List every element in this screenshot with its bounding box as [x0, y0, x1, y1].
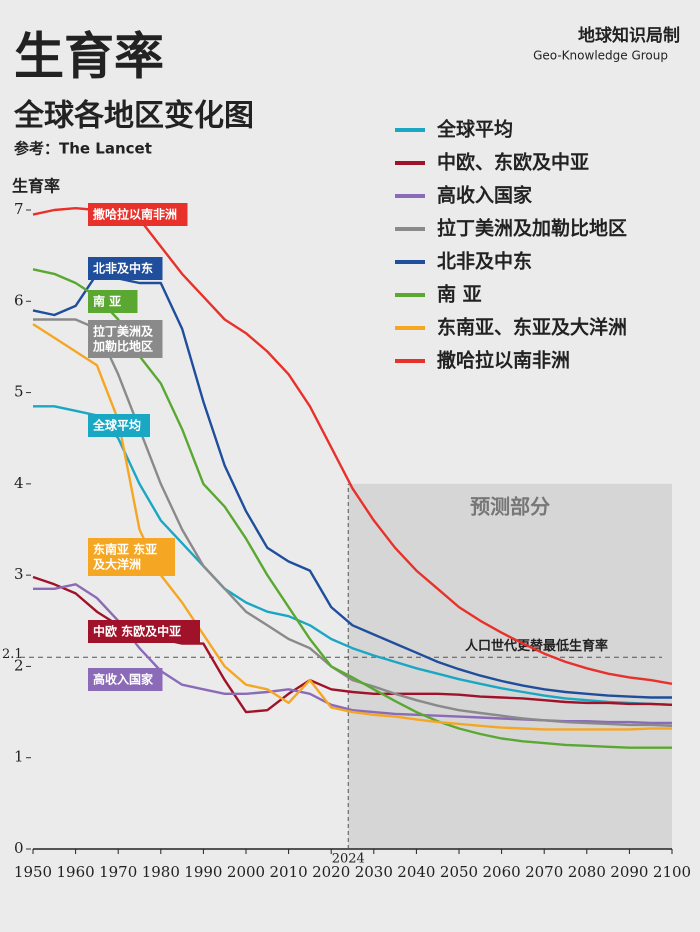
series-tag-box: [88, 290, 138, 313]
x-tick-label: 2010: [270, 863, 308, 881]
x-tick-label: 2080: [568, 863, 606, 881]
series-tag: 高收入国家: [93, 672, 154, 687]
x-tick-label: 2020: [312, 863, 350, 881]
series-tag: 加勒比地区: [92, 339, 153, 354]
x-tick-label: 1950: [14, 863, 52, 881]
series-tag: 全球平均: [92, 418, 141, 433]
series-line: [33, 405, 673, 706]
forecast-region: [348, 483, 672, 849]
brand-en: Geo-Knowledge Group: [533, 49, 668, 63]
y-tick-label: 3: [14, 565, 24, 583]
x-tick-label: 2040: [397, 863, 435, 881]
series-tag-box: [88, 538, 175, 576]
x-tick-label: 1990: [184, 863, 222, 881]
series-tag-box: [88, 320, 163, 358]
legend-label: 全球平均: [436, 118, 513, 141]
series-tag-box: [88, 668, 163, 691]
legend-label: 中欧、东欧及中亚: [437, 151, 589, 174]
forecast-label: 预测部分: [470, 494, 550, 518]
x-tick-label: 2060: [483, 863, 521, 881]
series-tag: 东南亚 东亚: [93, 542, 157, 557]
replacement-tick-label: 2.1: [2, 647, 23, 662]
series-tag: 中欧 东欧及中亚: [93, 624, 181, 639]
series-tag: 撒哈拉以南非洲: [93, 207, 177, 222]
y-tick-label: 2: [14, 656, 24, 674]
x-tick-label: 2090: [610, 863, 648, 881]
chart-title: 生育率: [14, 28, 164, 86]
x-tick-label: 2000: [227, 863, 265, 881]
x-tick-label: 1970: [99, 863, 137, 881]
legend-label: 高收入国家: [437, 184, 533, 207]
series-tag: 南 亚: [93, 294, 121, 309]
y-axis-title: 生育率: [12, 177, 60, 196]
x-tick-label: 2070: [525, 863, 563, 881]
series-tag-box: [88, 257, 163, 280]
series-line: [32, 272, 672, 699]
series-tag-box: [88, 620, 200, 643]
series-tag: 拉丁美洲及: [93, 324, 154, 339]
y-tick-label: 5: [14, 383, 24, 401]
y-tick-label: 1: [14, 748, 24, 766]
series-tag: 北非及中东: [93, 261, 153, 276]
series-line: [32, 323, 672, 731]
series-tag-box: [88, 203, 188, 226]
legend-label: 东南亚、东亚及大洋洲: [437, 316, 627, 339]
replacement-label: 人口世代更替最低生育率: [465, 638, 608, 654]
y-tick-label: 7: [14, 200, 24, 218]
series-tag: 及大洋洲: [93, 557, 141, 572]
x-tick-label: 1960: [57, 863, 95, 881]
source: 参考：The Lancet: [14, 140, 152, 158]
legend-label: 撒哈拉以南非洲: [437, 349, 570, 372]
x-tick-label: 2050: [440, 863, 478, 881]
x-tick-label: 2100: [653, 863, 691, 881]
x-tick-label: 1980: [142, 863, 180, 881]
legend-label: 南 亚: [437, 284, 482, 306]
x-tick-label: 2030: [355, 863, 393, 881]
series-tag-box: [88, 414, 150, 437]
y-tick-label: 0: [14, 839, 24, 857]
y-tick-label: 6: [14, 291, 24, 309]
forecast-start-label: 2024: [332, 852, 365, 867]
legend-label: 拉丁美洲及加勒比地区: [437, 217, 627, 240]
legend-label: 北非及中东: [437, 250, 532, 273]
chart-subtitle: 全球各地区变化图: [13, 99, 254, 134]
y-tick-label: 4: [14, 474, 24, 492]
brand: 地球知识局制: [578, 25, 680, 46]
